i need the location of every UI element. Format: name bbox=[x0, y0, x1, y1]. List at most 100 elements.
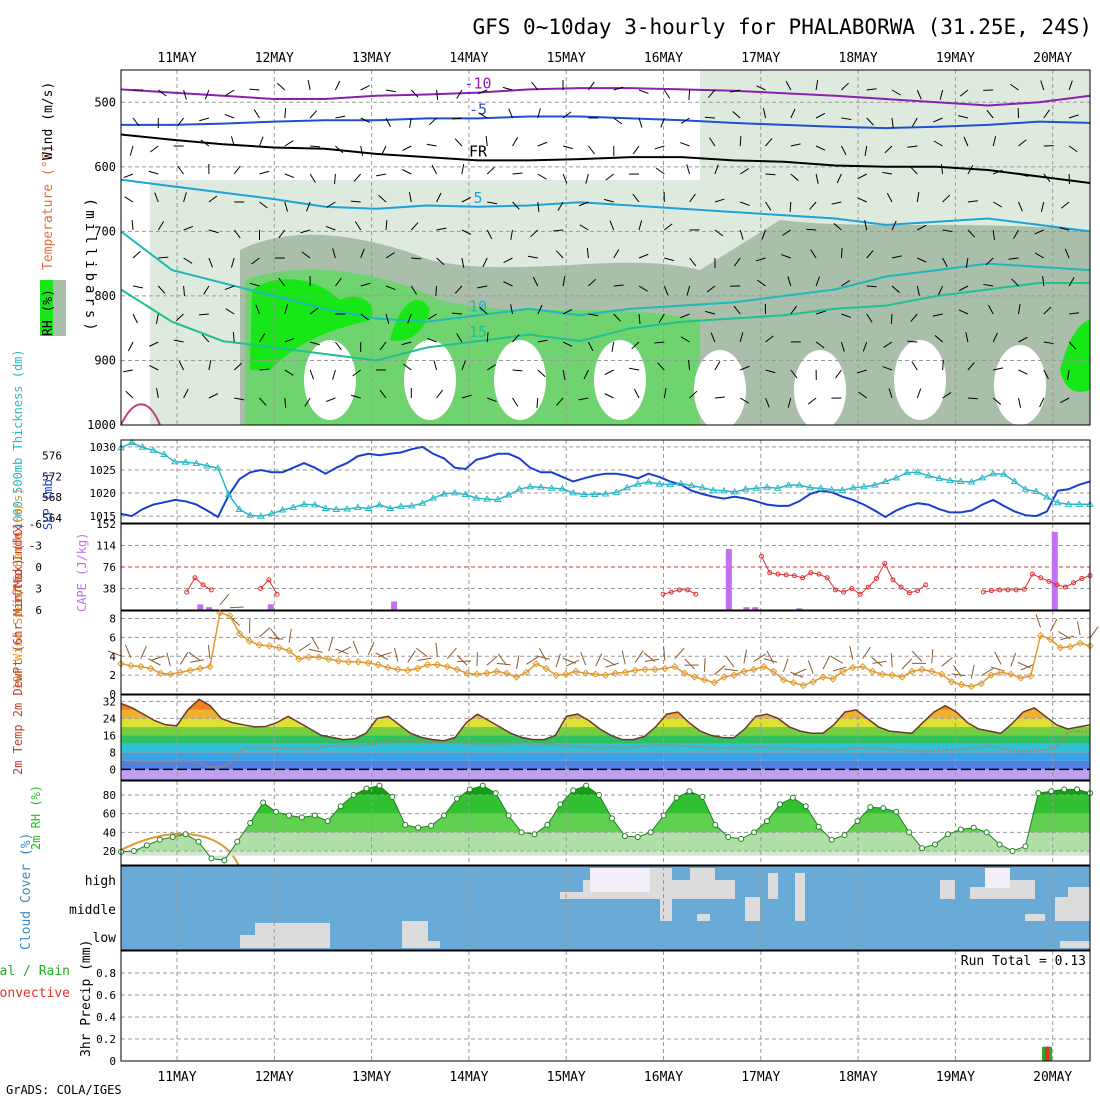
wind-barb bbox=[426, 143, 437, 147]
wind-barb bbox=[891, 117, 894, 128]
wind-barb bbox=[284, 337, 295, 343]
cape-bar bbox=[391, 601, 398, 610]
lifted-index-point bbox=[258, 586, 264, 591]
rh-point bbox=[699, 793, 706, 800]
slp-grid bbox=[121, 440, 1090, 523]
wind-barb bbox=[431, 164, 438, 175]
wind-barb bbox=[1008, 257, 1019, 260]
lifted-index-point bbox=[1062, 584, 1068, 590]
wind-speed-point bbox=[809, 678, 817, 686]
wind-barb bbox=[654, 341, 665, 344]
wind-barb bbox=[512, 201, 520, 210]
wind-barb bbox=[866, 88, 877, 91]
rh-point bbox=[311, 812, 318, 819]
wind-barb bbox=[150, 145, 159, 153]
rh-dry-pocket bbox=[894, 340, 946, 420]
wind-barb bbox=[477, 285, 488, 289]
cloud-block bbox=[255, 923, 330, 948]
isotherm-label: 10 bbox=[469, 297, 487, 315]
wind-barb bbox=[840, 145, 847, 156]
wind-barb bbox=[1068, 341, 1077, 350]
wind-barb bbox=[284, 397, 287, 409]
wind-barb bbox=[733, 305, 741, 315]
wind-barb bbox=[841, 82, 849, 91]
thickness-point bbox=[913, 468, 922, 475]
wind-barb bbox=[456, 89, 463, 99]
rh-region bbox=[1060, 320, 1090, 392]
wind-barb bbox=[909, 166, 918, 175]
day-label: 18MAY bbox=[839, 51, 878, 66]
wind-barb bbox=[385, 219, 388, 231]
wind-speed-point bbox=[206, 662, 214, 671]
cloud-fraction-blocks bbox=[240, 868, 1090, 948]
wind-barb bbox=[288, 628, 292, 643]
cloud-block bbox=[428, 941, 440, 948]
slp-line bbox=[120, 445, 1091, 519]
rh-legend-swatch bbox=[40, 280, 53, 336]
wind-barb bbox=[485, 136, 488, 147]
temp-band bbox=[121, 743, 1090, 753]
day-label: 11MAY bbox=[157, 51, 196, 66]
thickness-point bbox=[892, 473, 901, 481]
wind-barb bbox=[253, 109, 260, 119]
day-label: 15MAY bbox=[547, 51, 586, 66]
wind-speed-point bbox=[1007, 670, 1015, 678]
wind-barb bbox=[790, 173, 799, 181]
cloud-block bbox=[240, 935, 255, 948]
wind-speed-point bbox=[305, 653, 313, 661]
lifted-index-tick: 6 bbox=[35, 604, 42, 617]
isotherm-label: 15 bbox=[469, 323, 487, 341]
day-label: 16MAY bbox=[644, 51, 683, 66]
wind-speed-point bbox=[1066, 643, 1074, 651]
wind-barb bbox=[680, 117, 690, 124]
lifted-index-point bbox=[808, 570, 814, 576]
wind-barb bbox=[132, 313, 138, 324]
wind-barb bbox=[284, 369, 294, 376]
wind-barb bbox=[378, 194, 387, 203]
wind-speed-point bbox=[137, 662, 145, 671]
lifted-index-point bbox=[997, 587, 1003, 593]
wind-barb bbox=[836, 173, 842, 184]
wind-barb bbox=[864, 220, 868, 231]
precip-panel: 0 0.2 0.4 0.6 0.8 Run Total = 0.13 Total / R… bbox=[0, 940, 1091, 1068]
thickness-point bbox=[1053, 498, 1062, 506]
wind-barb bbox=[512, 334, 520, 343]
wind-barb bbox=[249, 88, 260, 91]
rh-point bbox=[208, 855, 215, 862]
wind-barb bbox=[482, 257, 488, 268]
wind-barb bbox=[884, 145, 893, 154]
warm-contour bbox=[120, 403, 161, 426]
wind-barb bbox=[638, 285, 648, 292]
wind-barb bbox=[831, 201, 842, 205]
lifted-index-point bbox=[841, 589, 847, 595]
wind-barb bbox=[862, 341, 868, 352]
wind-barb bbox=[409, 117, 412, 128]
thickness-point bbox=[289, 503, 298, 510]
wind-barb bbox=[917, 257, 927, 263]
cape-tick: 152 bbox=[96, 518, 116, 531]
thickness-point bbox=[407, 501, 416, 509]
wind-barb bbox=[1020, 664, 1034, 671]
rh-point bbox=[893, 808, 900, 815]
wind-barb bbox=[325, 397, 336, 403]
wind-barb bbox=[756, 85, 766, 91]
wind-barb bbox=[199, 117, 210, 122]
wind-barb bbox=[156, 388, 159, 399]
thickness-point bbox=[440, 489, 448, 497]
wind-speed-point bbox=[977, 679, 985, 688]
thickness-point bbox=[935, 474, 944, 481]
rh-point bbox=[557, 801, 564, 808]
wind-barb bbox=[916, 285, 920, 296]
wind-barb bbox=[992, 397, 1002, 405]
wind-barb bbox=[278, 229, 286, 239]
wind-barb bbox=[663, 89, 671, 99]
precip-tick: 0 bbox=[109, 1055, 116, 1068]
lifted-index-point bbox=[988, 588, 994, 594]
wind-speed-point bbox=[166, 670, 175, 678]
wind-barb bbox=[496, 662, 511, 666]
wind-speed-point bbox=[255, 641, 264, 649]
wind-speed-point bbox=[908, 667, 916, 676]
wind-speed-point bbox=[463, 669, 471, 677]
rh-point bbox=[660, 812, 667, 819]
wind-barb bbox=[403, 363, 412, 371]
